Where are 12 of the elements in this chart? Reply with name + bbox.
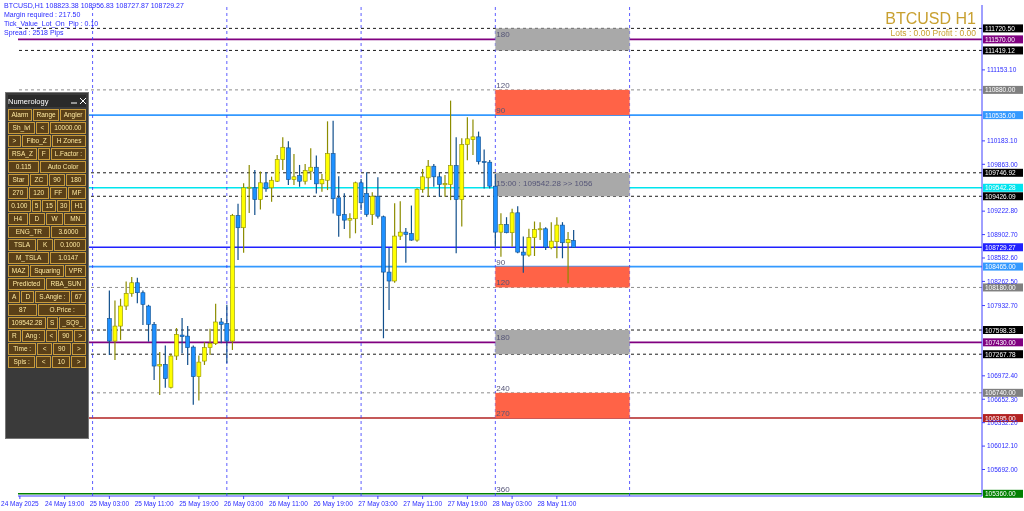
annotation: 270 xyxy=(496,409,511,419)
annotation: 90 xyxy=(496,257,506,267)
annotation: 240 xyxy=(496,383,511,393)
annotation: 180 xyxy=(496,30,511,40)
annotation: 120 xyxy=(496,278,511,288)
annotation: 360 xyxy=(496,484,511,494)
text: Lots : 0.00 Profit : 0.00 xyxy=(889,28,976,38)
annotation: 90 xyxy=(496,106,506,116)
annotation: 120 xyxy=(496,80,511,90)
annotation: 180 xyxy=(496,333,511,343)
annotation: 15:00 : 109542.28 >> 1056 xyxy=(496,178,593,188)
chart-title: BTCUSD H1 xyxy=(885,10,976,28)
